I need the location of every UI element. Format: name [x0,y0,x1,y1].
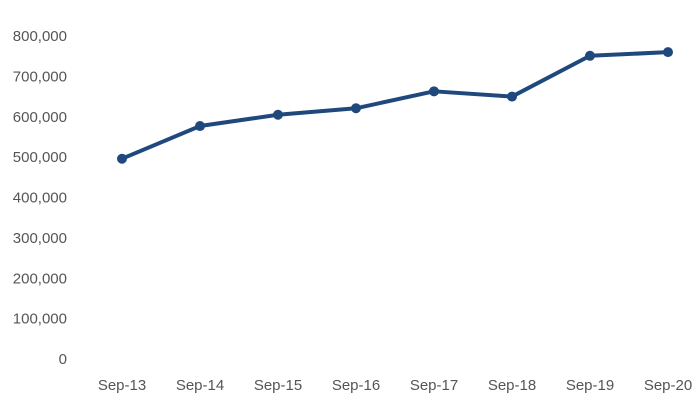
data-point [663,47,673,58]
data-point [117,153,127,164]
x-tick-label: Sep-13 [98,377,146,394]
y-tick-label: 200,000 [13,270,67,287]
y-tick-label: 100,000 [13,311,67,328]
data-point [429,86,439,97]
data-point [273,109,283,120]
x-tick-label: Sep-17 [410,377,458,394]
y-tick-label: 800,000 [13,28,67,45]
y-tick-label: 600,000 [13,109,67,126]
y-axis-tick-labels: 0 100,000 200,000 300,000 400,000 500,000 600,… [13,28,67,368]
x-tick-label: Sep-16 [332,377,380,394]
data-point [195,121,205,132]
x-tick-label: Sep-19 [566,377,614,394]
y-tick-label: 500,000 [13,149,67,166]
x-tick-label: Sep-15 [254,377,302,394]
x-axis-tick-labels: Sep-13 Sep-14 Sep-15 Sep-16 Sep-17 Sep-18 Sep-… [98,377,692,394]
y-tick-label: 700,000 [13,68,67,85]
y-tick-label: 400,000 [13,190,67,207]
x-tick-label: Sep-20 [644,377,692,394]
series-line [120,50,670,161]
y-tick-label: 300,000 [13,230,67,247]
data-point [351,103,361,114]
x-tick-label: Sep-14 [176,377,224,394]
series-group [117,47,673,164]
x-tick-label: Sep-18 [488,377,536,394]
y-tick-label: 0 [59,351,67,368]
data-point [585,50,595,61]
data-point [507,91,517,102]
